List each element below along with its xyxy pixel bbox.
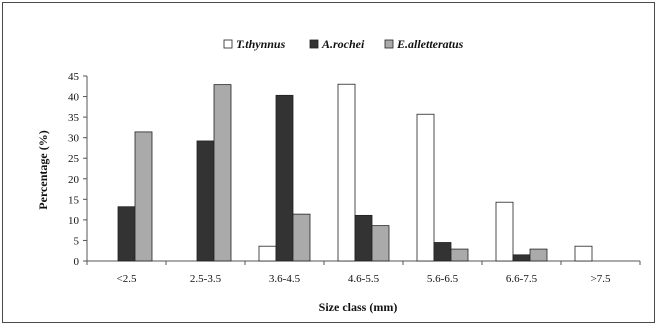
y-tick-label: 45 <box>68 71 80 83</box>
legend-swatch <box>223 39 233 49</box>
y-tick-label: 0 <box>74 256 80 268</box>
y-tick-label: 10 <box>68 215 80 227</box>
bar-a-rochei-4 <box>433 242 452 262</box>
bar-a-rochei-0 <box>117 206 136 262</box>
bar-a-rochei-5 <box>512 254 531 262</box>
bar-e-alletteratus-4 <box>450 248 469 262</box>
plot-area: 0 5 10 15 20 25 30 35 40 45 <2.5 2.5-3.5 3.6-4.5 4.6-… <box>68 71 641 285</box>
x-tick-label: 5.6-6.5 <box>427 273 459 285</box>
chart-frame <box>2 2 655 323</box>
bar-a-rochei-3 <box>354 214 373 262</box>
bar-e-alletteratus-2 <box>292 213 311 262</box>
x-tick-label: <2.5 <box>117 273 137 285</box>
y-tick-label: 35 <box>68 112 80 124</box>
legend-label: A.rochei <box>321 37 365 51</box>
y-tick-label: 25 <box>68 153 80 165</box>
bar-a-rochei-1 <box>196 140 215 262</box>
y-tick-label: 40 <box>68 92 80 104</box>
bar-t-thynnus-3 <box>337 83 356 262</box>
x-axis-label: Size class (mm) <box>319 300 398 314</box>
x-tick-label: >7.5 <box>591 273 611 285</box>
legend-swatch <box>309 39 319 49</box>
bar-e-alletteratus-3 <box>371 225 390 262</box>
bar-e-alletteratus-0 <box>134 131 153 262</box>
y-tick-label: 15 <box>68 194 80 206</box>
bar-t-thynnus-4 <box>416 113 435 262</box>
y-tick-label: 20 <box>68 174 80 186</box>
x-tick-label: 2.5-3.5 <box>190 273 222 285</box>
legend-label: T.thynnus <box>236 37 286 51</box>
legend-label: E.alletteratus <box>396 37 464 51</box>
y-axis-label: Percentage (%) <box>36 130 50 209</box>
y-tick-label: 5 <box>74 235 80 247</box>
legend: T.thynnus A.rochei E.alletteratus <box>223 37 464 51</box>
x-tick-label: 3.6-4.5 <box>269 273 301 285</box>
bar-t-thynnus-5 <box>495 201 514 262</box>
bar-e-alletteratus-5 <box>529 248 548 262</box>
bar-a-rochei-2 <box>275 94 294 262</box>
x-tick-label: 4.6-5.5 <box>348 273 380 285</box>
bar-t-thynnus-6 <box>574 245 593 262</box>
bar-t-thynnus-2 <box>258 245 277 262</box>
y-tick-label: 30 <box>68 133 80 145</box>
bar-e-alletteratus-1 <box>213 84 232 262</box>
x-tick-label: 6.6-7.5 <box>506 273 538 285</box>
legend-swatch <box>384 39 394 49</box>
